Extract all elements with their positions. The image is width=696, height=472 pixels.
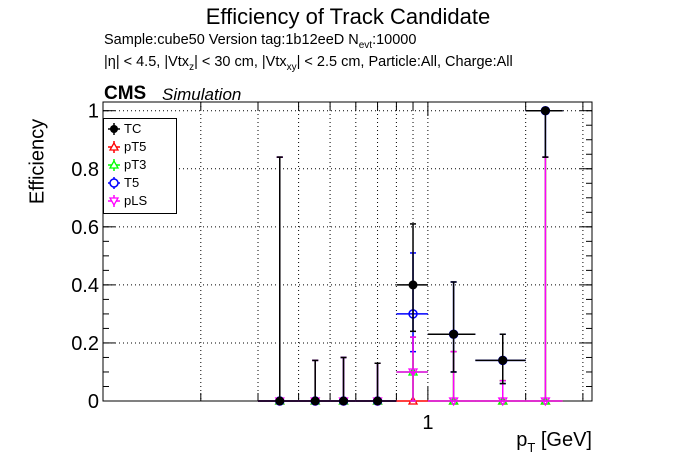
cms-label: CMS	[104, 83, 147, 104]
y-tick-label: 0	[88, 391, 99, 413]
legend-entry-tc: TC	[104, 120, 176, 138]
legend-label: T5	[124, 175, 140, 190]
data-point-tc	[540, 106, 550, 116]
selection-cuts: |η| < 4.5, |Vtxz| < 30 cm, |Vtxxy| < 2.5…	[104, 54, 513, 73]
data-point-pls	[448, 397, 459, 407]
y-tick-label: 0.8	[71, 159, 99, 181]
data-point-tc	[373, 396, 383, 406]
sample-info: Sample:cube50 Version tag:1b12eeD Nevt:1…	[104, 32, 416, 51]
y-tick-label: 0.6	[71, 217, 99, 239]
data-point-pls	[497, 397, 508, 407]
legend-entry-pls: pLS	[104, 192, 176, 210]
legend-marker-pt5	[108, 141, 120, 153]
legend-marker-pt3	[108, 159, 120, 171]
data-point-tc	[408, 280, 418, 290]
y-tick-label: 0.4	[71, 275, 99, 297]
legend-marker-pls	[108, 195, 120, 207]
cuts-eta-vtx: |η| < 4.5, |Vtx	[104, 54, 190, 70]
data-point-pls	[407, 368, 419, 378]
simulation-label: Simulation	[162, 85, 242, 104]
nevt-subscript: evt	[358, 39, 373, 51]
legend-entry-pt5: pT5	[104, 138, 176, 156]
y-tick-label: 1	[88, 101, 99, 123]
x-tick-label: 1	[422, 412, 433, 434]
legend-marker-t5	[108, 177, 120, 189]
y-tick-label: 0.2	[71, 333, 99, 355]
legend-label: TC	[124, 121, 142, 136]
data-point-tc	[449, 329, 459, 339]
chart-title: Efficiency of Track Candidate	[205, 4, 491, 29]
data-point-tc	[498, 355, 508, 365]
data-point-tc	[310, 396, 320, 406]
nevt-value: :10000	[372, 32, 417, 48]
legend-entry-t5: T5	[104, 174, 176, 192]
data-point-pls	[540, 397, 551, 407]
sample-version-text: Sample:cube50 Version tag:1b12eeD N	[104, 32, 359, 48]
legend-entry-pt3: pT3	[104, 156, 176, 174]
legend: TC pT5 pT3 T5 pLS	[103, 118, 177, 214]
data-point-tc	[275, 396, 285, 406]
x-axis-label: pT [GeV]	[516, 429, 592, 455]
legend-label: pT3	[124, 157, 147, 172]
legend-label: pLS	[124, 193, 148, 208]
legend-marker-tc	[108, 123, 120, 135]
data-point-tc	[339, 396, 349, 406]
legend-label: pT5	[124, 139, 147, 154]
